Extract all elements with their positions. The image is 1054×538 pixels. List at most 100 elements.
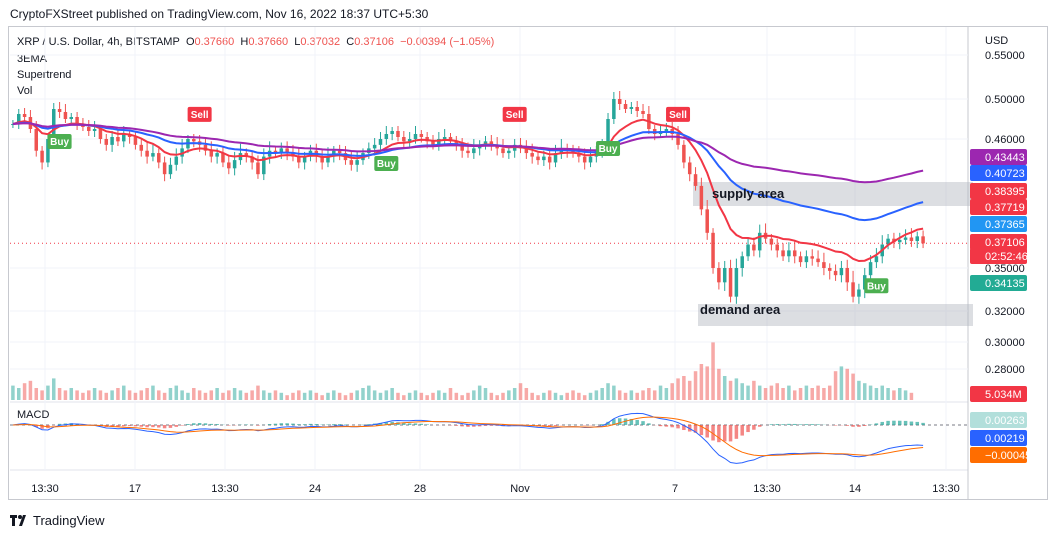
volume-bar [804,385,809,400]
macd-histogram-bar [402,422,406,425]
volume-bar [402,395,406,400]
candle-body [577,153,581,157]
volume-bar [110,390,114,400]
macd-histogram-bar [419,423,424,425]
volume-bar [87,390,91,400]
indicator-3ema[interactable]: 3EMA [17,53,47,65]
volume-bar [151,385,155,400]
candle-body [489,141,494,145]
price-tag-label: 0.40723 [985,168,1025,180]
macd-histogram-bar [186,424,190,425]
candle-body [437,139,441,145]
volume-bar [524,388,529,400]
candle-body [472,148,476,154]
high-value: 0.37660 [248,36,289,48]
macd-label: MACD [17,409,49,421]
candle-body [588,156,593,163]
change-value: −0.00394 (−1.05%) [400,36,495,48]
volume-bar [396,392,400,400]
price-tag-label: 0.38395 [985,186,1025,198]
macd-histogram-bar [314,424,319,425]
macd-histogram-bar [623,418,628,425]
price-tag-bg [970,234,1027,250]
candle-body [104,139,109,145]
macd-histogram-bar [162,425,167,429]
candle-body [221,153,225,163]
macd-histogram-bar [291,423,295,425]
candle-body [845,268,849,283]
macd-histogram-bar [57,423,62,425]
macd-histogram-bar [425,424,429,425]
volume-bar [98,390,103,400]
candle-body [909,237,914,242]
volume-bar [600,388,604,400]
volume-bar [909,392,914,400]
volume-bar [845,368,849,400]
volume-bar [617,390,622,400]
macd-histogram-bar [367,424,371,425]
macd-histogram-bar [775,424,779,425]
volume-bar [833,371,838,400]
volume-bar [547,390,552,400]
price-tag-bg [970,275,1027,291]
price-axis-label: 0.35000 [985,263,1025,275]
candle-body [34,129,39,151]
volume-bar [781,388,785,400]
volume-bar [320,395,324,400]
volume-bar [792,390,797,400]
macd-histogram-bar [547,425,552,427]
macd-histogram-bar [874,423,879,425]
volume-bar [174,385,179,400]
volume-bar [267,392,272,400]
volume-bar [209,390,214,400]
macd-histogram-bar [641,421,645,425]
macd-histogram-bar [717,425,721,443]
volume-bar [489,392,494,400]
macd-histogram-bar [378,422,383,425]
volume-bar [623,392,628,400]
volume-bar [232,388,237,400]
macd-histogram-bar [757,425,762,427]
candle-body [711,232,715,268]
macd-histogram-bar [203,423,208,425]
candle-body [139,144,144,151]
macd-histogram-bar [787,423,791,425]
candle-body [98,129,103,139]
volume-bar [903,390,908,400]
volume-bar [594,390,599,400]
volume-bar [705,366,709,400]
candle-body [769,238,774,245]
macd-histogram-bar [857,425,861,427]
volume-bar [460,395,464,400]
candle-body [699,185,704,210]
volume-bar [647,388,651,400]
volume-tag-label: 5.034M [985,389,1022,401]
symbol-title[interactable]: XRP / U.S. Dollar, 4h, BITSTAMP [17,36,180,48]
candle-body [372,144,377,149]
volume-bar [746,385,750,400]
indicator-volume[interactable]: Vol [17,85,33,97]
candle-body [63,112,68,119]
demand-area-label: demand area [700,302,781,317]
macd-histogram-bar [308,423,313,425]
volume-bar [28,380,33,400]
macd-histogram-bar [337,424,342,425]
volume-bar [711,342,715,400]
indicator-supertrend[interactable]: Supertrend [17,69,72,81]
candle-body [483,141,488,145]
macd-histogram-bar [647,423,651,425]
macd-tag-label: 0.00219 [985,433,1025,445]
candle-body [337,150,342,154]
volume-bar [612,385,616,400]
ohlc-header: XRP / U.S. Dollar, 4h, BITSTAMP O0.37660… [17,36,494,48]
candle-body [693,174,698,186]
currency-label[interactable]: USD [985,35,1009,47]
volume-bar [495,395,499,400]
volume-bar [104,392,109,400]
candle-body [442,137,447,139]
candle-body [57,109,62,112]
volume-bar [256,385,260,400]
volume-bar [349,392,354,400]
volume-bar [92,388,97,400]
